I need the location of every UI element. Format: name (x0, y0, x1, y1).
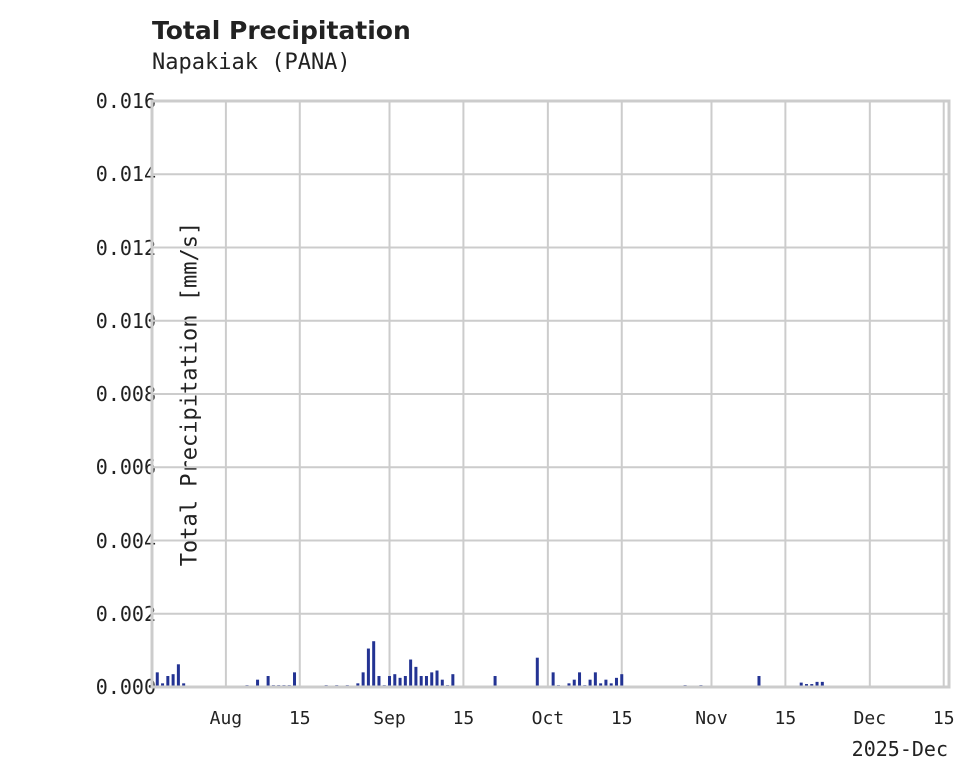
precipitation-bar (535, 657, 539, 687)
precipitation-bar (388, 676, 392, 687)
precipitation-bar (815, 681, 819, 687)
x-tick-label: Aug (209, 708, 243, 729)
precipitation-bar (356, 683, 360, 687)
precipitation-bar (620, 674, 624, 687)
precipitation-bar (366, 648, 370, 687)
precipitation-bar (409, 659, 413, 687)
precipitation-bar (256, 679, 260, 687)
precipitation-bar (551, 672, 555, 687)
x-tick-label: 15 (932, 708, 955, 729)
precipitation-bar (393, 674, 397, 687)
precipitation-bar (588, 679, 592, 687)
precipitation-bar (171, 674, 175, 687)
precipitation-bar (182, 683, 186, 687)
precipitation-bar (440, 679, 444, 687)
precipitation-bar (799, 682, 803, 687)
y-tick-label: 0.000 (95, 675, 156, 699)
precipitation-bar (176, 664, 180, 687)
x-tick-label: 15 (774, 708, 797, 729)
precipitation-bar (419, 676, 423, 687)
x-tick-label: Nov (695, 708, 728, 729)
precipitation-bar (266, 676, 270, 687)
precipitation-bar (361, 672, 365, 687)
precipitation-bar (572, 679, 576, 687)
x-tick-label: Dec (853, 708, 887, 729)
precipitation-bar (820, 681, 824, 687)
precipitation-bar (414, 666, 418, 687)
precipitation-bar (614, 677, 618, 687)
precipitation-bar (493, 676, 497, 687)
precipitation-bar (609, 683, 613, 687)
precipitation-bar (604, 679, 608, 687)
precipitation-bar (599, 683, 603, 687)
x-tick-label: 15 (452, 708, 475, 729)
y-tick-label: 0.004 (95, 528, 156, 553)
precipitation-bar (567, 683, 571, 687)
precipitation-bar (372, 641, 376, 687)
y-tick-label: 0.002 (95, 601, 156, 626)
x-tick-label: 15 (610, 708, 633, 729)
y-tick-label: 0.014 (95, 162, 156, 187)
x-tick-label: Oct (531, 708, 565, 729)
precipitation-bar (435, 670, 439, 687)
precipitation-bar (166, 676, 170, 687)
y-tick-label: 0.006 (95, 455, 156, 480)
precipitation-bar (161, 683, 165, 687)
precipitation-bar (424, 676, 428, 687)
x-tick-label: 15 (288, 708, 311, 729)
precipitation-bar (430, 672, 434, 687)
x-axis-offset-label: 2025-Dec (851, 737, 948, 761)
precipitation-bar (293, 672, 297, 687)
plot-area (150, 99, 951, 689)
precipitation-bar (757, 676, 761, 687)
precipitation-bar (403, 676, 407, 687)
precipitation-bar (155, 672, 159, 687)
precipitation-chart (150, 99, 951, 689)
y-tick-label: 0.008 (95, 382, 156, 406)
y-tick-label: 0.016 (95, 89, 156, 113)
chart-title: Total Precipitation (152, 16, 411, 45)
precipitation-bar (377, 676, 381, 687)
precipitation-bar (578, 672, 582, 687)
y-tick-label: 0.010 (95, 308, 156, 333)
y-tick-label: 0.012 (95, 235, 156, 260)
precipitation-bar (398, 677, 402, 687)
x-tick-label: Sep (373, 708, 406, 729)
precipitation-bar (593, 672, 597, 687)
chart-subtitle: Napakiak (PANA) (152, 50, 351, 75)
precipitation-bar (451, 674, 455, 687)
